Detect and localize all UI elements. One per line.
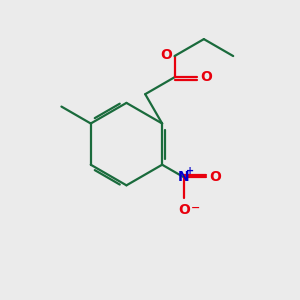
- Text: −: −: [191, 203, 201, 213]
- Text: +: +: [186, 166, 194, 176]
- Text: O: O: [178, 203, 190, 217]
- Text: O: O: [160, 48, 172, 62]
- Text: O: O: [209, 170, 221, 184]
- Text: O: O: [200, 70, 212, 84]
- Text: N: N: [178, 170, 190, 184]
